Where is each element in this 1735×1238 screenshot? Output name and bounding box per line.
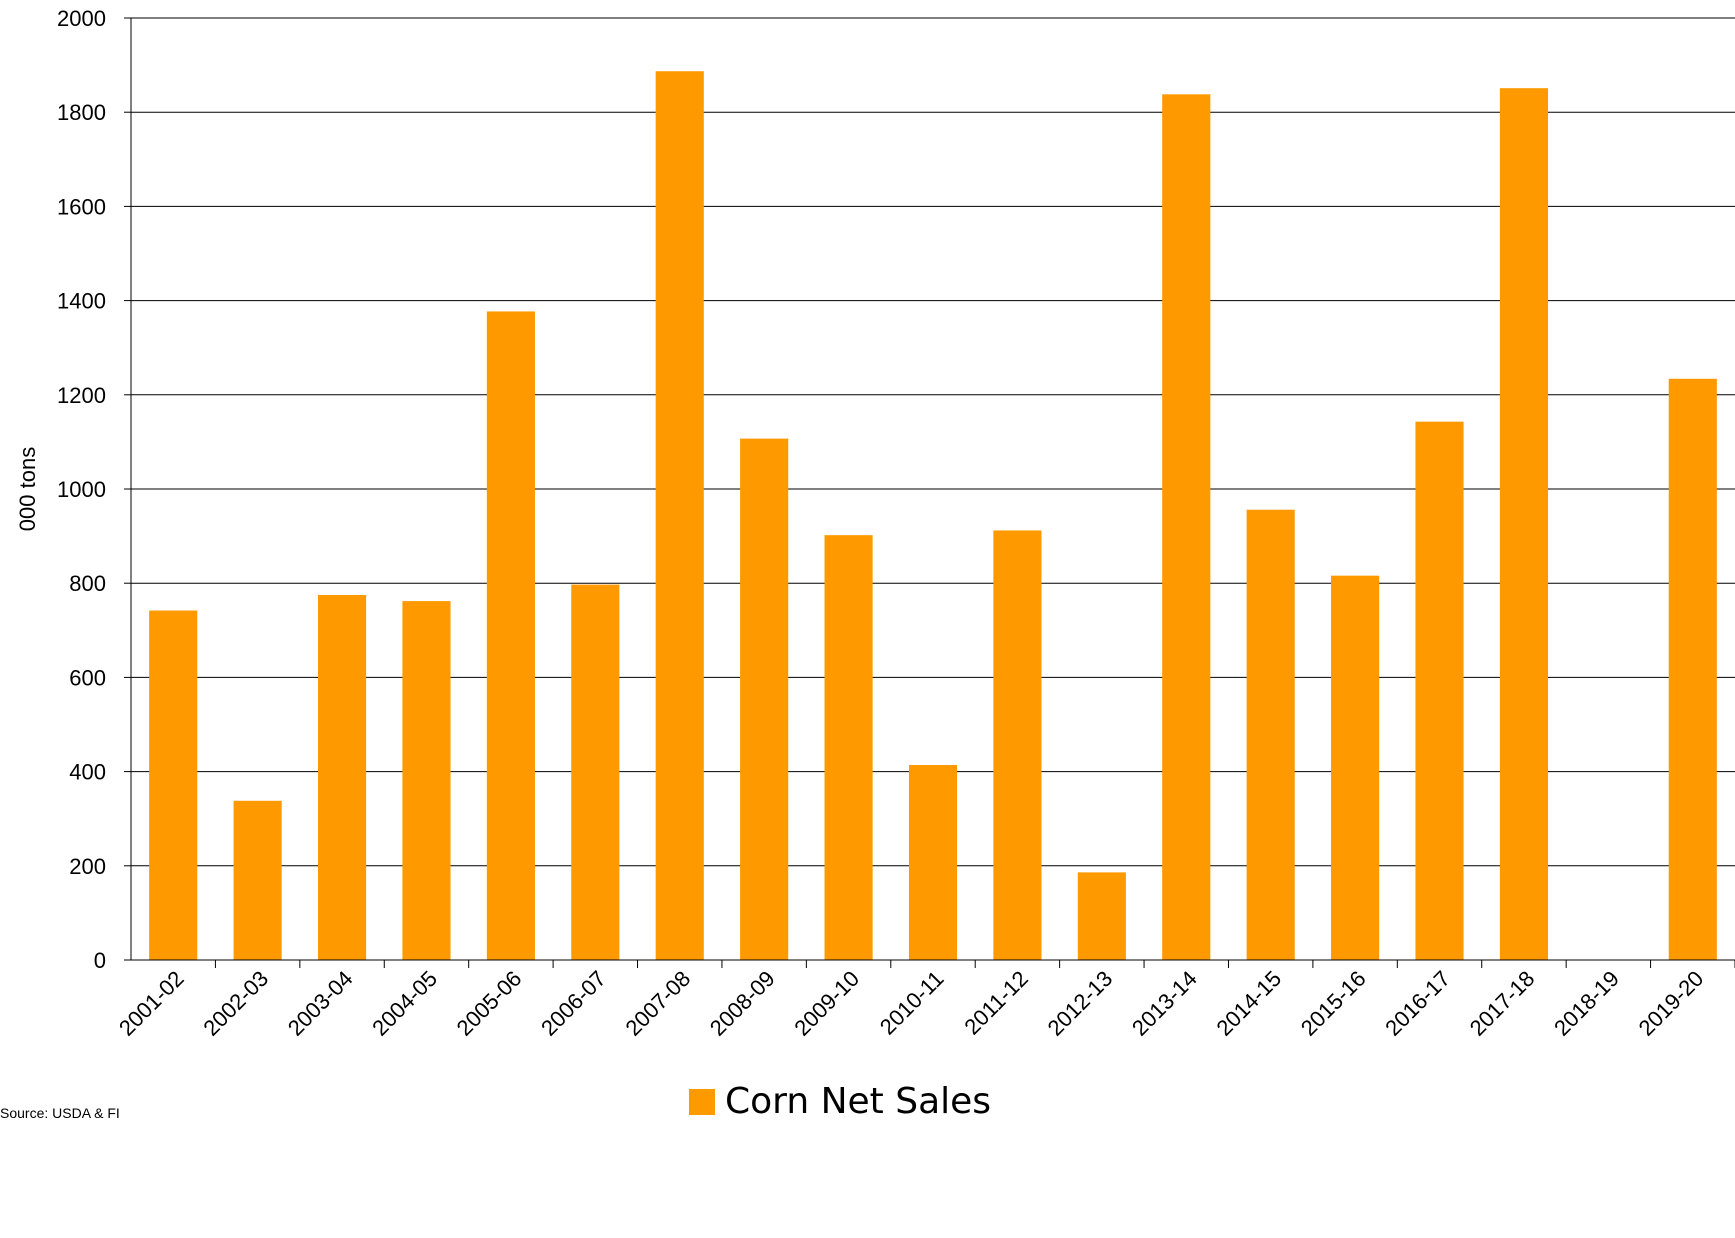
y-tick-label: 200 <box>69 854 106 879</box>
x-tick-label: 2018-19 <box>1549 966 1624 1041</box>
bar-2002-03 <box>233 800 282 960</box>
x-tick-label: 2009-10 <box>789 966 864 1041</box>
y-tick-label: 1800 <box>57 100 106 125</box>
x-tick-label: 2006-07 <box>536 966 611 1041</box>
bar-2011-12 <box>993 530 1042 960</box>
bar-2019-20 <box>1668 378 1717 960</box>
bar-2010-11 <box>908 765 958 960</box>
y-tick-label: 1400 <box>57 289 106 314</box>
y-tick-label: 1600 <box>57 194 106 219</box>
y-tick-label: 1200 <box>57 383 106 408</box>
bar-2007-08 <box>655 71 704 960</box>
y-axis-title: 000 tons <box>15 447 40 531</box>
bars <box>149 71 1717 961</box>
bar-2006-07 <box>571 584 620 960</box>
x-tick-label: 2002-03 <box>198 966 273 1041</box>
x-tick-label: 2016-17 <box>1380 966 1455 1041</box>
x-tick-label: 2013-14 <box>1127 966 1202 1041</box>
x-tick-label: 2015-16 <box>1296 966 1371 1041</box>
y-tick-labels: 0 200 400 600 800 1000 1200 1400 1600 1800 2000 <box>57 6 131 973</box>
bar-2004-05 <box>402 601 451 960</box>
x-tick-label: 2008-09 <box>705 966 780 1041</box>
bar-2014-15 <box>1246 509 1295 960</box>
x-tick-label: 2003-04 <box>283 966 358 1041</box>
x-tick-label: 2019-20 <box>1634 966 1709 1041</box>
bar-2005-06 <box>486 311 535 961</box>
bar-2016-17 <box>1415 421 1464 961</box>
x-tick-label: 2005-06 <box>452 966 527 1041</box>
gridlines <box>131 17 1735 867</box>
y-tick-label: 0 <box>94 948 106 973</box>
bar-2003-04 <box>317 594 367 960</box>
bar-2008-09 <box>740 438 789 960</box>
y-tick-label: 1000 <box>57 477 106 502</box>
x-tick-label: 2001-02 <box>114 966 189 1041</box>
x-tick-label: 2011-12 <box>959 966 1033 1040</box>
x-tick-label: 2010-11 <box>875 966 949 1040</box>
y-tick-label: 2000 <box>57 6 106 31</box>
bar-2015-16 <box>1331 575 1380 960</box>
x-tick-label: 2007-08 <box>620 966 695 1041</box>
x-tick-label: 2014-15 <box>1211 966 1286 1041</box>
source-note: Source: USDA & FI <box>0 1105 120 1121</box>
legend-swatch <box>689 1089 715 1115</box>
bar-2001-02 <box>149 610 198 960</box>
bar-2013-14 <box>1162 94 1211 960</box>
bar-2017-18 <box>1499 88 1549 960</box>
legend: Corn Net Sales <box>689 1081 991 1122</box>
x-tick-label: 2004-05 <box>367 966 442 1041</box>
bar-2009-10 <box>824 535 873 960</box>
legend-label: Corn Net Sales <box>725 1081 991 1122</box>
x-tick-labels: 2001-02 2002-03 2003-04 2004-05 2005-06 2006-… <box>114 960 1735 1041</box>
y-tick-label: 600 <box>69 665 106 690</box>
x-tick-label: 2017-18 <box>1465 966 1540 1041</box>
x-tick-label: 2012-13 <box>1043 966 1118 1041</box>
y-tick-label: 400 <box>69 760 106 785</box>
bar-2012-13 <box>1077 872 1126 960</box>
y-tick-label: 800 <box>69 571 106 596</box>
